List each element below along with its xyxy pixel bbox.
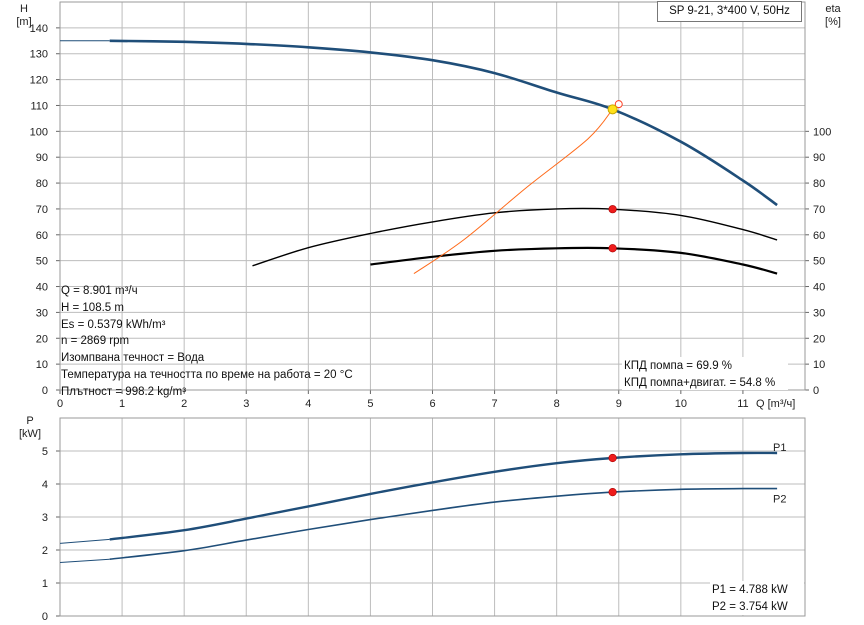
p-tick-label: 3 xyxy=(42,512,48,524)
x-tick-label: 8 xyxy=(554,398,560,410)
operating-info-panel: Q = 8.901 m³/ч H = 108.5 m Es = 0.5379 k… xyxy=(61,283,353,401)
y-axis-label: H xyxy=(20,3,28,15)
operating-point-p2 xyxy=(608,488,617,497)
info-temperature: Температура на течността по време на раб… xyxy=(61,368,353,381)
y-axis-unit: [m] xyxy=(16,16,31,28)
power-panel-backdrop xyxy=(710,581,804,615)
y-tick-label: 50 xyxy=(36,256,48,268)
x-tick-label: 0 xyxy=(57,398,63,410)
p2-curve xyxy=(109,487,778,560)
curves-layer xyxy=(59,39,804,615)
y-right-tick-label: 90 xyxy=(813,152,825,164)
info-head: H = 108.5 m xyxy=(61,301,124,314)
x-tick-label: 11 xyxy=(737,398,748,410)
p-tick-label: 2 xyxy=(42,545,48,557)
info-p2: P2 = 3.754 kW xyxy=(712,600,788,613)
info-eta-total: КПД помпа+двигат. = 54.8 % xyxy=(624,376,776,389)
y-tick-label: 120 xyxy=(30,75,48,87)
info-speed: n = 2869 rpm xyxy=(61,335,130,348)
y-tick-label: 100 xyxy=(30,126,48,138)
p1-curve-leadin xyxy=(59,538,110,544)
y-tick-label: 80 xyxy=(36,178,48,190)
info-density: Плътност = 998.2 kg/m³ xyxy=(61,385,187,398)
y-tick-label: 30 xyxy=(36,307,48,319)
x-tick-label: 10 xyxy=(675,398,687,410)
y-tick-label: 20 xyxy=(36,333,48,345)
x-tick-label: 9 xyxy=(616,398,622,410)
x-tick-label: 3 xyxy=(243,398,249,410)
x-tick-label: 5 xyxy=(367,398,373,410)
h-curve xyxy=(109,39,778,207)
eff-panel-backdrop xyxy=(622,357,788,390)
y-right-tick-label: 0 xyxy=(813,385,819,397)
y-right-tick-label: 20 xyxy=(813,333,825,345)
y-tick-label: 70 xyxy=(36,204,48,216)
info-energy: Es = 0.5379 kWh/m³ xyxy=(61,318,166,331)
bottom-plot-frame xyxy=(59,417,806,617)
p1-series-label: P1 xyxy=(773,442,786,454)
x-tick-label: 7 xyxy=(492,398,498,410)
x-tick-label: 2 xyxy=(181,398,187,410)
y-tick-label: 60 xyxy=(36,230,48,242)
bottom-plot-grid xyxy=(56,417,806,617)
y-right-axis-unit: [%] xyxy=(825,16,841,28)
p1-curve xyxy=(109,451,778,541)
p2-series-label: P2 xyxy=(773,494,786,506)
x-tick-label: 1 xyxy=(119,398,125,410)
axis-labels-layer: 0 1 2 3 4 5 6 7 8 9 10 1101020304050607080901001101… xyxy=(16,3,841,623)
top-plot-grid xyxy=(56,1,809,394)
chart-title: SP 9-21, 3*400 V, 50Hz xyxy=(657,1,802,22)
x-tick-label: 6 xyxy=(429,398,435,410)
info-eta-pump: КПД помпа = 69.9 % xyxy=(624,360,733,372)
power-info-panel: P1 = 4.788 kW P2 = 3.754 kW xyxy=(712,582,788,616)
x-axis-label: Q [m³/ч] xyxy=(756,398,795,410)
y-tick-label: 0 xyxy=(42,385,48,397)
y-right-tick-label: 100 xyxy=(813,126,831,138)
operating-point-p1 xyxy=(608,453,617,463)
y-tick-label: 90 xyxy=(36,152,48,164)
p2-curve-leadin xyxy=(59,558,110,563)
p-tick-label: 5 xyxy=(42,446,48,458)
requested-duty-point xyxy=(614,100,623,109)
y-right-tick-label: 10 xyxy=(813,359,825,371)
top-plot-frame xyxy=(59,1,806,391)
p-tick-label: 1 xyxy=(42,578,48,590)
y-right-tick-label: 40 xyxy=(813,282,825,294)
y-right-tick-label: 70 xyxy=(813,204,825,216)
eta-pump-curve xyxy=(252,207,778,267)
y-tick-label: 130 xyxy=(30,49,48,61)
y-right-axis-label: eta xyxy=(825,3,841,15)
info-liquid: Изомпвана течност = Вода xyxy=(61,352,205,365)
y-right-tick-label: 60 xyxy=(813,230,825,242)
p-axis-unit: [kW] xyxy=(19,428,41,440)
y-tick-label: 110 xyxy=(30,100,48,112)
operating-point-eta-pump xyxy=(608,205,617,214)
y-right-tick-label: 30 xyxy=(813,307,825,319)
system-curve xyxy=(413,108,613,275)
eta-total-curve xyxy=(370,246,778,275)
p-tick-label: 0 xyxy=(42,611,48,623)
info-flow: Q = 8.901 m³/ч xyxy=(61,285,138,297)
y-right-tick-label: 50 xyxy=(813,256,825,268)
p-tick-label: 4 xyxy=(42,479,48,491)
info-p1: P1 = 4.788 kW xyxy=(712,584,788,596)
operating-point-eta-total xyxy=(608,244,617,253)
y-tick-label: 40 xyxy=(36,282,48,294)
y-tick-label: 140 xyxy=(30,23,48,35)
x-tick-label: 4 xyxy=(305,398,311,410)
operating-point-h xyxy=(607,104,618,115)
p-axis-label: P xyxy=(26,415,33,427)
y-tick-label: 10 xyxy=(36,359,48,371)
y-right-tick-label: 80 xyxy=(813,178,825,190)
efficiency-info-panel: КПД помпа = 69.9 % КПД помпа+двигат. = 5… xyxy=(624,358,775,392)
